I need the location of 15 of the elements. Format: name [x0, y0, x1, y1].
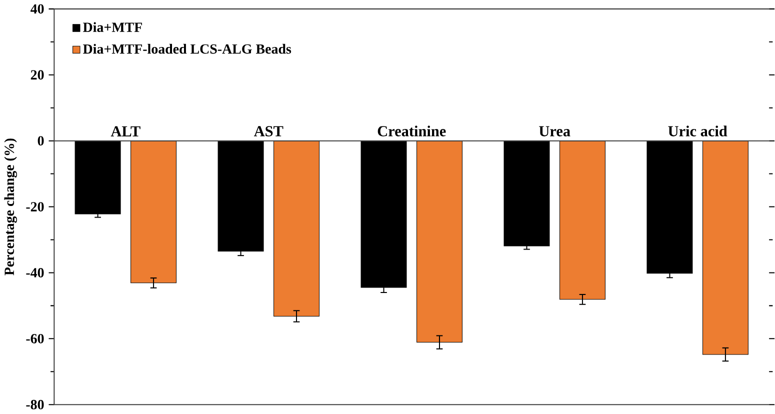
x-tick-label: AST: [254, 126, 284, 137]
y-tick-label: -20: [26, 202, 44, 212]
y-tick-label: -60: [26, 334, 44, 344]
y-tick-label: 20: [30, 70, 44, 80]
x-tick-label: ALT: [110, 126, 140, 137]
y-tick-label: 40: [30, 4, 44, 14]
legend-label: Dia+MTF: [83, 22, 142, 32]
x-tick-label: Uric acid: [668, 126, 728, 137]
x-tick-label: Urea: [539, 126, 570, 137]
y-tick-label: -40: [26, 268, 44, 278]
legend-label: Dia+MTF-loaded LCS-ALG Beads: [83, 44, 292, 54]
x-tick-label: Creatinine: [378, 126, 446, 137]
y-axis-title: Percentage change (%): [4, 138, 17, 276]
y-tick-label: -80: [26, 400, 44, 410]
y-tick-label: 0: [38, 136, 44, 146]
